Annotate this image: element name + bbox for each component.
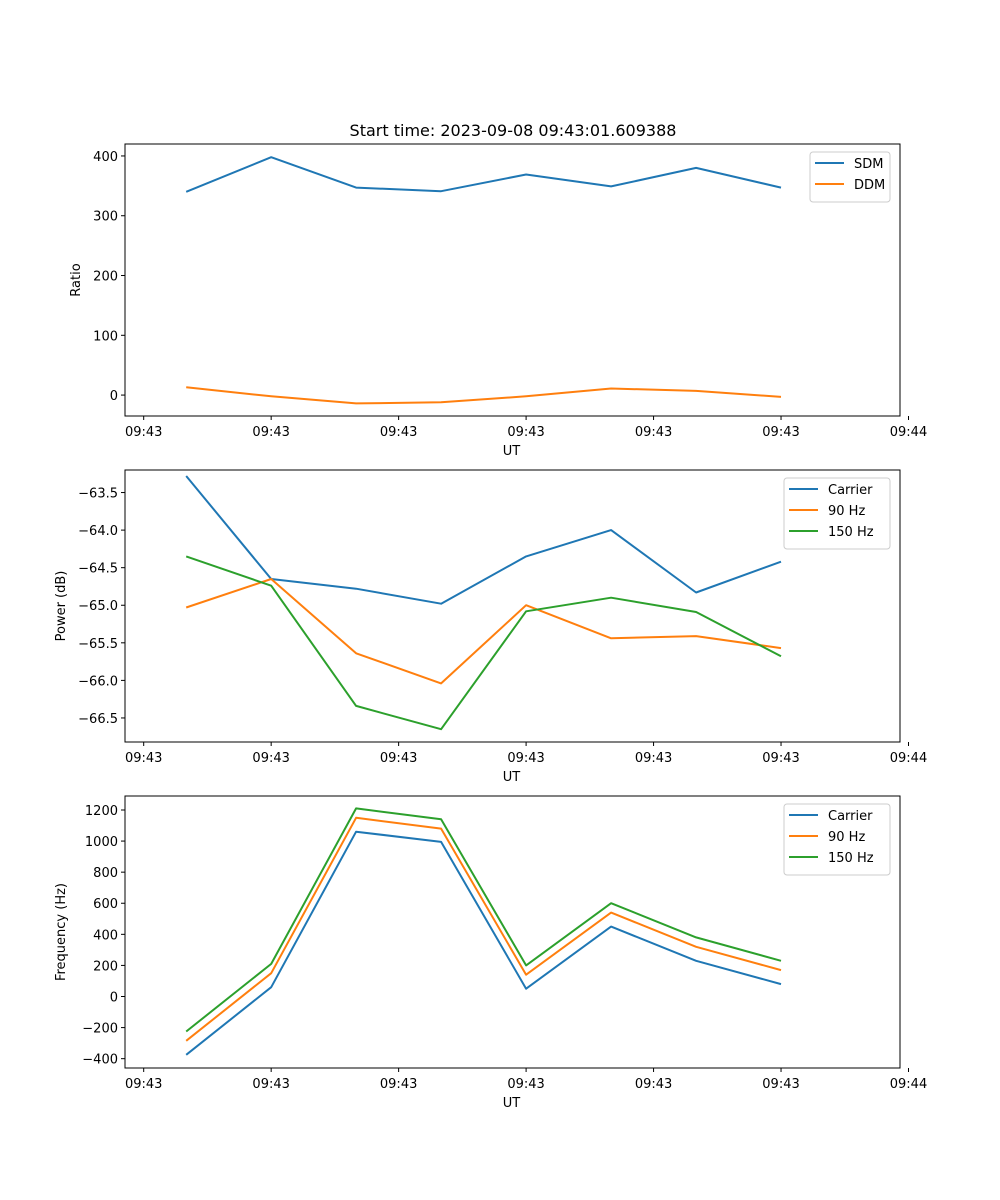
axes-frame bbox=[124, 143, 901, 417]
series-line-150-hz bbox=[185, 807, 782, 1033]
legend-label-90-hz: 90 Hz bbox=[828, 504, 865, 519]
y-tick-label: −64.0 bbox=[78, 524, 118, 539]
y-tick-label: 200 bbox=[93, 270, 118, 285]
axes-frame bbox=[124, 469, 901, 743]
plots-group: 09:43 09:43 09:43 09:43 09:43 09:43 09:44 0 100 2… bbox=[54, 143, 927, 1111]
y-tick-label: 1200 bbox=[85, 804, 118, 819]
legend-label-90-hz: 90 Hz bbox=[828, 830, 865, 845]
series-line-carrier bbox=[185, 830, 782, 1056]
legend-label-150-hz: 150 Hz bbox=[828, 851, 874, 866]
x-tick-label: 09:43 bbox=[507, 1077, 544, 1092]
y-tick-label: −66.0 bbox=[78, 674, 118, 689]
y-tick-label: 0 bbox=[110, 389, 118, 404]
x-axis-label: UT bbox=[503, 444, 521, 459]
legend: Carrier 90 Hz 150 Hz bbox=[783, 803, 891, 876]
y-tick-label: −66.5 bbox=[78, 712, 118, 727]
x-tick-label: 09:43 bbox=[252, 751, 289, 766]
x-tick-label: 09:43 bbox=[380, 1077, 417, 1092]
x-tick-label: 09:43 bbox=[762, 1077, 799, 1092]
x-tick-label: 09:43 bbox=[380, 425, 417, 440]
y-tick-label: −65.0 bbox=[78, 599, 118, 614]
x-tick-label: 09:43 bbox=[252, 425, 289, 440]
x-tick-label: 09:44 bbox=[890, 1077, 927, 1092]
y-tick-label: 400 bbox=[93, 150, 118, 165]
x-tick-label: 09:44 bbox=[890, 751, 927, 766]
y-tick-label: −200 bbox=[82, 1022, 118, 1037]
x-tick-label: 09:43 bbox=[762, 425, 799, 440]
y-axis-label: Power (dB) bbox=[54, 571, 69, 642]
y-tick-label: −63.5 bbox=[78, 487, 118, 502]
series-line-90-hz bbox=[185, 816, 782, 1042]
x-tick-label: 09:43 bbox=[380, 751, 417, 766]
legend-label-ddm: DDM bbox=[854, 178, 885, 193]
y-axis-label: Ratio bbox=[69, 263, 84, 296]
y-tick-label: −65.5 bbox=[78, 637, 118, 652]
legend-label-carrier: Carrier bbox=[828, 483, 873, 498]
series-line-90-hz bbox=[185, 578, 782, 685]
x-tick-label: 09:43 bbox=[507, 425, 544, 440]
y-tick-label: 400 bbox=[93, 928, 118, 943]
subplot-2: 09:43 09:43 09:43 09:43 09:43 09:43 09:44 −63.5… bbox=[54, 469, 927, 785]
y-tick-label: 200 bbox=[93, 959, 118, 974]
series-line-ddm bbox=[186, 386, 782, 405]
x-tick-label: 09:44 bbox=[890, 425, 927, 440]
series-line-sdm bbox=[185, 156, 782, 193]
y-tick-label: −400 bbox=[82, 1053, 118, 1068]
y-tick-label: 300 bbox=[93, 210, 118, 225]
y-tick-label: 800 bbox=[93, 866, 118, 881]
axes-frame bbox=[124, 795, 901, 1069]
y-tick-label: 600 bbox=[93, 897, 118, 912]
chart-title: Start time: 2023-09-08 09:43:01.609388 bbox=[350, 121, 677, 140]
y-axis-label: Frequency (Hz) bbox=[54, 883, 69, 981]
legend-label-150-hz: 150 Hz bbox=[828, 525, 874, 540]
y-tick-label: 100 bbox=[93, 329, 118, 344]
subplot-3: 09:43 09:43 09:43 09:43 09:43 09:43 09:44 1200 1… bbox=[54, 795, 927, 1111]
x-tick-label: 09:43 bbox=[635, 751, 672, 766]
x-tick-label: 09:43 bbox=[635, 1077, 672, 1092]
y-tick-label: 0 bbox=[110, 991, 118, 1006]
x-tick-label: 09:43 bbox=[125, 751, 162, 766]
legend-label-sdm: SDM bbox=[854, 157, 883, 172]
x-tick-label: 09:43 bbox=[762, 751, 799, 766]
subplot-1: 09:43 09:43 09:43 09:43 09:43 09:43 09:44 0 100 2… bbox=[69, 143, 927, 459]
legend-label-carrier: Carrier bbox=[828, 809, 873, 824]
legend-box bbox=[809, 151, 891, 203]
x-tick-label: 09:43 bbox=[252, 1077, 289, 1092]
x-tick-label: 09:43 bbox=[507, 751, 544, 766]
x-tick-label: 09:43 bbox=[125, 1077, 162, 1092]
x-axis-label: UT bbox=[503, 770, 521, 785]
x-tick-label: 09:43 bbox=[125, 425, 162, 440]
y-tick-label: −64.5 bbox=[78, 562, 118, 577]
y-tick-label: 1000 bbox=[85, 835, 118, 850]
legend: Carrier 90 Hz 150 Hz bbox=[783, 477, 891, 550]
x-tick-label: 09:43 bbox=[635, 425, 672, 440]
series-line-carrier bbox=[185, 475, 782, 605]
series-line-150-hz bbox=[185, 555, 782, 731]
legend: SDM DDM bbox=[809, 151, 891, 203]
x-axis-label: UT bbox=[503, 1096, 521, 1111]
